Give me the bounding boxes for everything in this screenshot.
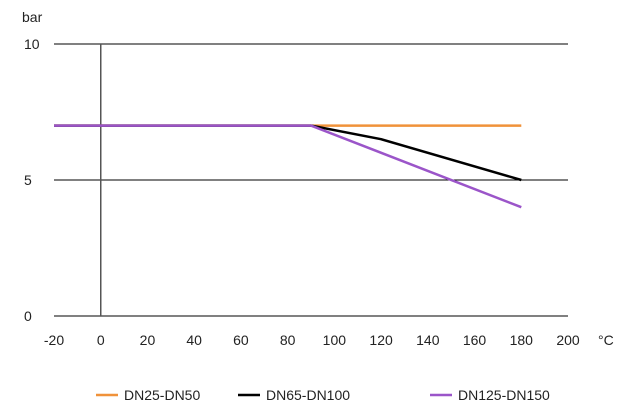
tick-labels: 0 5 10 -20 0 20 40 60 80 100 120 140 160 180 200 — [24, 36, 580, 348]
x-tick-label: 200 — [556, 332, 580, 348]
y-axis-unit-label: bar — [22, 9, 43, 25]
gridlines — [54, 43, 568, 317]
x-axis-unit-label: °C — [598, 332, 614, 348]
x-tick-label: 20 — [140, 332, 156, 348]
x-tick-label: 0 — [97, 332, 105, 348]
series-line — [54, 124, 522, 209]
series-line — [54, 124, 522, 182]
x-tick-label: 80 — [280, 332, 296, 348]
legend-label: DN125-DN150 — [458, 387, 550, 403]
x-tick-label: 100 — [323, 332, 347, 348]
y-tick-label: 0 — [24, 308, 32, 324]
x-tick-label: -20 — [44, 332, 64, 348]
x-tick-label: 140 — [416, 332, 440, 348]
legend-label: DN25-DN50 — [124, 387, 200, 403]
x-tick-label: 40 — [186, 332, 202, 348]
y-tick-label: 5 — [24, 172, 32, 188]
legend-label: DN65-DN100 — [266, 387, 350, 403]
y-tick-label: 10 — [24, 36, 40, 52]
x-tick-label: 60 — [233, 332, 249, 348]
legend: DN25-DN50 DN65-DN100 DN125-DN150 — [96, 387, 550, 403]
x-tick-label: 160 — [463, 332, 487, 348]
series-lines — [54, 124, 522, 209]
x-tick-label: 180 — [510, 332, 534, 348]
x-tick-label: 120 — [369, 332, 393, 348]
